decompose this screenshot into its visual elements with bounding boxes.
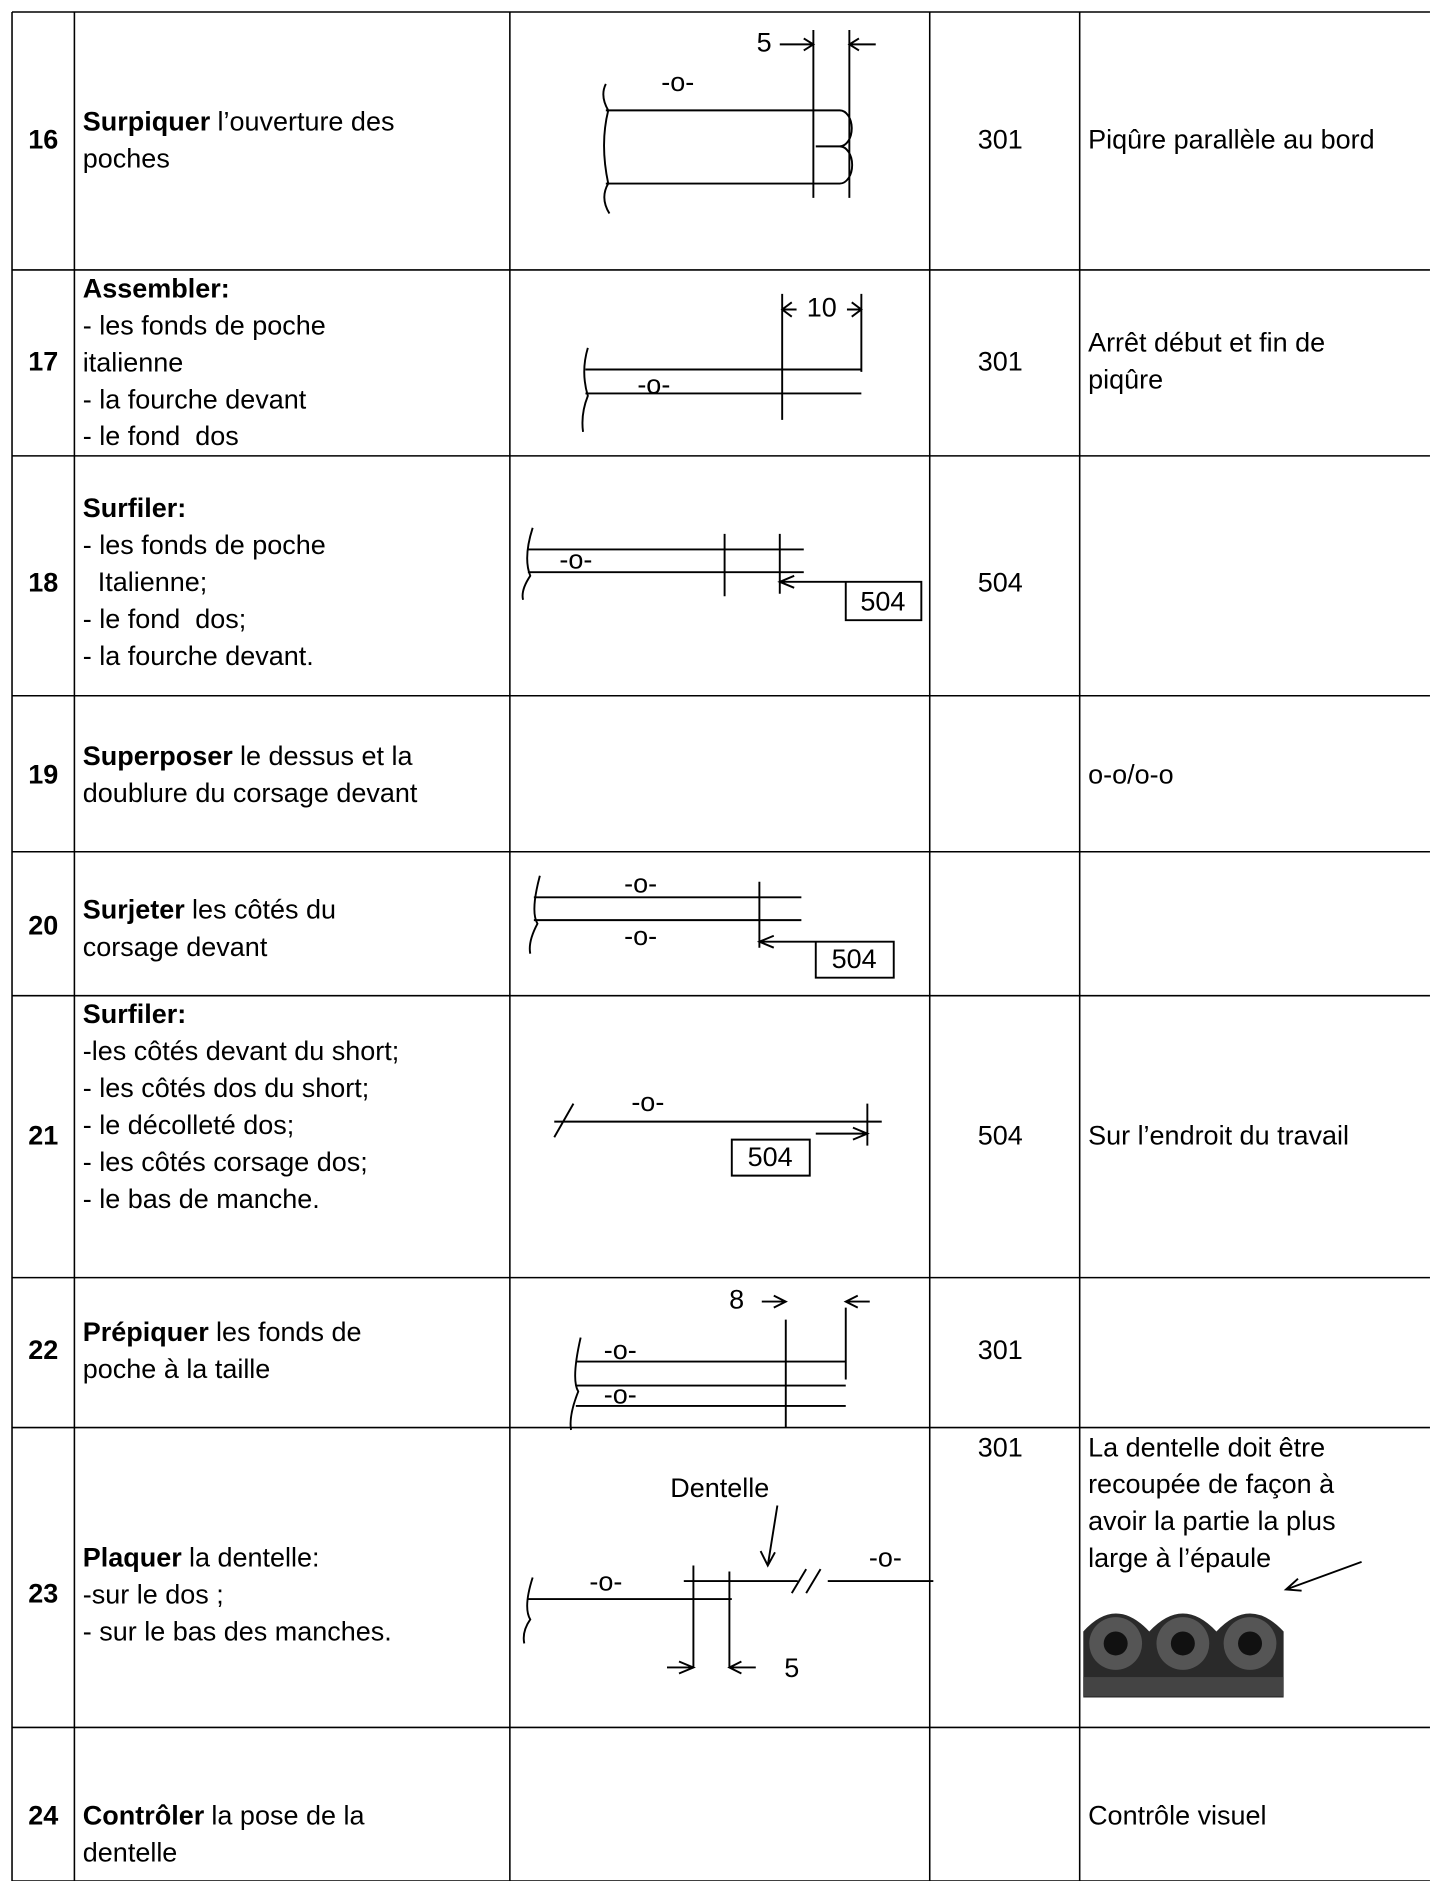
- diagram-label: -o-: [559, 545, 592, 575]
- diagram-label: -o-: [637, 369, 670, 399]
- diagram-label: -o-: [869, 1543, 902, 1573]
- diagram-label: -o-: [604, 1379, 637, 1409]
- step-number: 20: [28, 910, 58, 940]
- operation-text: l’ouverture des: [217, 107, 394, 137]
- operation-line: - le fond dos: [83, 421, 239, 451]
- operation-line: - le fond dos;: [83, 604, 247, 634]
- operation-line: poches: [83, 144, 170, 174]
- note: Arrêt début et fin de: [1088, 327, 1325, 357]
- operation-text: les côtés du: [192, 895, 336, 925]
- diagram-label: -o-: [624, 868, 657, 898]
- operation-verb: Contrôler: [83, 1801, 205, 1831]
- step-number: 17: [28, 347, 58, 377]
- operation-verb: Surpiquer: [83, 107, 211, 137]
- note: La dentelle doit être: [1088, 1432, 1325, 1462]
- stitch-diagram: [521, 527, 923, 622]
- step-number: 22: [28, 1335, 58, 1365]
- stitch-diagram: [528, 875, 895, 979]
- operation-line: - les fonds de poche: [83, 530, 326, 560]
- operation-line: dentelle: [83, 1837, 178, 1867]
- note: Contrôle visuel: [1088, 1801, 1266, 1831]
- note: piqûre: [1088, 364, 1163, 394]
- diagram-label: 504: [748, 1142, 793, 1172]
- operation: Superposer le dessus et la: [83, 741, 413, 771]
- operation-text: la dentelle:: [189, 1543, 320, 1573]
- step-number: 18: [28, 567, 58, 597]
- operation-line: -sur le dos ;: [83, 1580, 224, 1610]
- operation-line: - la fourche devant.: [83, 641, 314, 671]
- note: recoupée de façon à: [1088, 1469, 1334, 1499]
- diagram-label: 10: [807, 293, 837, 323]
- lace-image: [1083, 1613, 1284, 1700]
- operation-verb: Superposer: [83, 741, 233, 771]
- operation-line: - les fonds de poche: [83, 310, 326, 340]
- operation-line: italienne: [83, 347, 184, 377]
- operation-line: -les côtés devant du short;: [83, 1036, 400, 1066]
- operation-line: corsage devant: [83, 932, 268, 962]
- operation: Prépiquer les fonds de: [83, 1317, 362, 1347]
- note: Sur l’endroit du travail: [1088, 1120, 1349, 1150]
- stitch-type: 504: [978, 567, 1023, 597]
- operation-line: Italienne;: [83, 567, 208, 597]
- diagram-label: 5: [757, 28, 772, 58]
- step-number: 23: [28, 1579, 58, 1609]
- operation-text: les fonds de: [216, 1317, 362, 1347]
- operation-line: - le bas de manche.: [83, 1184, 320, 1214]
- diagram-label: Dentelle: [670, 1473, 769, 1503]
- operation-verb: Surfiler:: [83, 493, 186, 523]
- diagram-label: -o-: [631, 1087, 664, 1117]
- operation: Surpiquer l’ouverture des: [83, 107, 395, 137]
- operation-line: - les côtés corsage dos;: [83, 1147, 368, 1177]
- diagram-label: 8: [729, 1285, 744, 1315]
- arrow: [1283, 1561, 1362, 1592]
- note: large à l’épaule: [1088, 1543, 1271, 1573]
- diagram-label: 504: [832, 944, 877, 974]
- operation-verb: Surjeter: [83, 895, 185, 925]
- stitch-type: 301: [978, 125, 1023, 155]
- operation-verb: Plaquer: [83, 1543, 182, 1573]
- step-number: 19: [28, 759, 58, 789]
- operation: Surjeter les côtés du: [83, 895, 336, 925]
- operation: Plaquer la dentelle:: [83, 1543, 320, 1573]
- operation: Assembler:: [83, 273, 230, 303]
- diagram-label: -o-: [604, 1335, 637, 1365]
- operation: Surfiler:: [83, 999, 186, 1029]
- diagram-label: -o-: [624, 921, 657, 951]
- stitch-type: 504: [978, 1120, 1023, 1150]
- note: avoir la partie la plus: [1088, 1506, 1335, 1536]
- operation-line: - les côtés dos du short;: [83, 1073, 369, 1103]
- operation-verb: Surfiler:: [83, 999, 186, 1029]
- stitch-diagram: [581, 293, 863, 432]
- stitch-type: 301: [978, 1335, 1023, 1365]
- diagram-label: -o-: [661, 67, 694, 97]
- operation-line: poche à la taille: [83, 1354, 271, 1384]
- operation-verb: Prépiquer: [83, 1317, 209, 1347]
- stitch-diagram: [553, 1103, 882, 1177]
- stitch-diagram: [569, 1294, 870, 1431]
- note: o-o/o-o: [1088, 759, 1174, 789]
- operation: Surfiler:: [83, 493, 186, 523]
- step-number: 21: [28, 1120, 58, 1150]
- stitch-diagram: [602, 29, 876, 215]
- operation-line: - sur le bas des manches.: [83, 1617, 392, 1647]
- stitch-type: 301: [978, 1432, 1023, 1462]
- diagram-label: 5: [784, 1653, 799, 1683]
- operation-text: la pose de la: [211, 1801, 364, 1831]
- operation-line: doublure du corsage devant: [83, 778, 418, 808]
- operation-line: - la fourche devant: [83, 384, 307, 414]
- note: Piqûre parallèle au bord: [1088, 125, 1375, 155]
- diagram-label: 504: [860, 587, 905, 617]
- stitch-diagram: [522, 1505, 934, 1675]
- operation-verb: Assembler:: [83, 273, 230, 303]
- operation: Contrôler la pose de la: [83, 1801, 365, 1831]
- stitch-type: 301: [978, 347, 1023, 377]
- operation-line: - le décolleté dos;: [83, 1110, 295, 1140]
- diagram-label: -o-: [589, 1567, 622, 1597]
- step-number: 24: [28, 1801, 58, 1831]
- step-number: 16: [28, 125, 58, 155]
- operation-text: le dessus et la: [240, 741, 413, 771]
